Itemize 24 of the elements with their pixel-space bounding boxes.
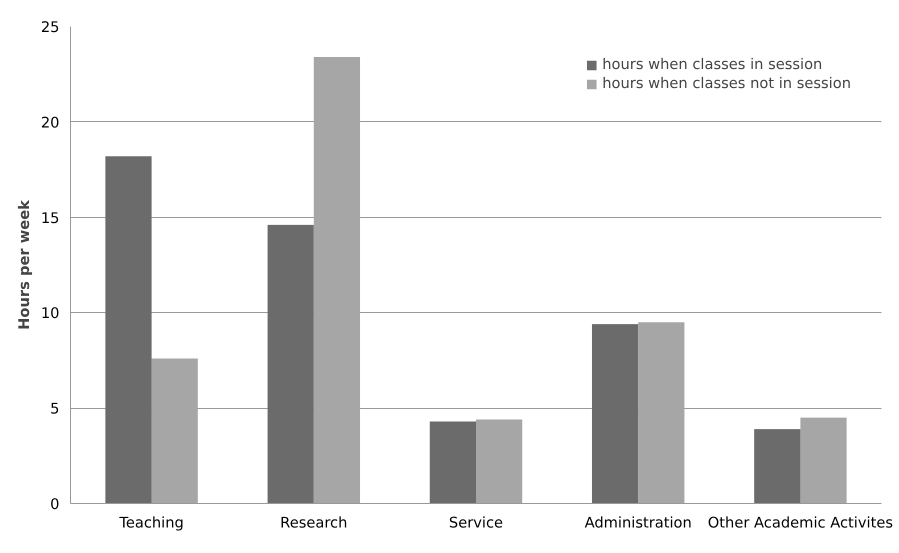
bar: [754, 429, 800, 504]
y-tick-label: 20: [40, 114, 60, 132]
legend-label: hours when classes not in session: [602, 75, 851, 92]
y-tick-label: 25: [40, 19, 60, 36]
bar: [152, 358, 198, 504]
bar: [476, 420, 522, 504]
bar: [638, 322, 684, 504]
x-tick-label: Research: [280, 514, 348, 532]
bar: [268, 224, 314, 504]
bar: [430, 421, 476, 504]
y-tick-label: 15: [40, 210, 60, 227]
legend-label: hours when classes in session: [602, 56, 822, 73]
y-tick-label: 5: [50, 400, 60, 418]
x-tick-label: Other Academic Activites: [708, 514, 894, 532]
bar: [592, 324, 638, 504]
y-axis-title: Hours per week: [16, 198, 33, 330]
x-tick-label: Teaching: [118, 514, 184, 532]
bar: [800, 418, 847, 504]
y-tick-label: 10: [40, 305, 60, 322]
bar: [105, 156, 152, 504]
bar: [314, 57, 360, 504]
x-tick-label: Service: [448, 514, 504, 532]
x-tick-label: Administration: [584, 514, 692, 532]
y-tick-label: 0: [50, 496, 60, 513]
